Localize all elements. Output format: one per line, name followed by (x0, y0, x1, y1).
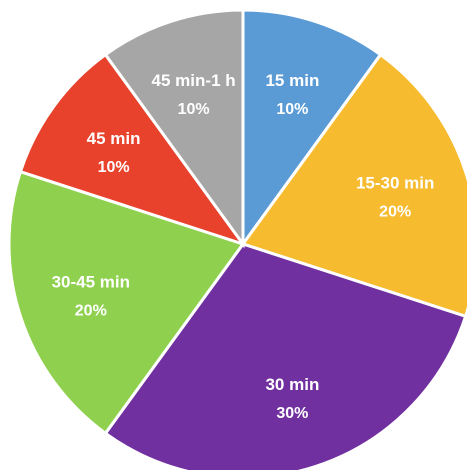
slice-value-45-min: 10% (98, 159, 130, 176)
pie-slice-30-45-min (7, 169, 246, 436)
slice-label-15-min: 15 min (265, 71, 319, 90)
slice-label-45-min: 45 min (87, 129, 141, 148)
slice-label-30-min: 30 min (265, 375, 319, 394)
slice-label-45-min-1-h: 45 min-1 h (152, 71, 236, 90)
slice-label-30-45-min: 30-45 min (52, 272, 130, 291)
pie-labels: 15 min 10% 15-30 min 20% 30 min 30% 30-45 min 2… (52, 71, 435, 422)
slice-value-45-min-1-h: 10% (178, 101, 210, 118)
pie-slice-15-min (241, 8, 383, 249)
pie-slice-30-min (103, 242, 467, 470)
slice-value-30-45-min: 20% (75, 302, 107, 319)
slice-value-15-min: 10% (276, 101, 308, 118)
slice-value-30-min: 30% (276, 405, 308, 422)
slice-label-15-30-min: 15-30 min (356, 174, 434, 193)
pie-slice-15-30-min (240, 52, 467, 319)
pie-slice-45-min-1-h (103, 8, 245, 249)
pie-slices (7, 8, 467, 470)
pie-slice-45-min (18, 52, 247, 247)
slice-value-15-30-min: 20% (379, 204, 411, 221)
